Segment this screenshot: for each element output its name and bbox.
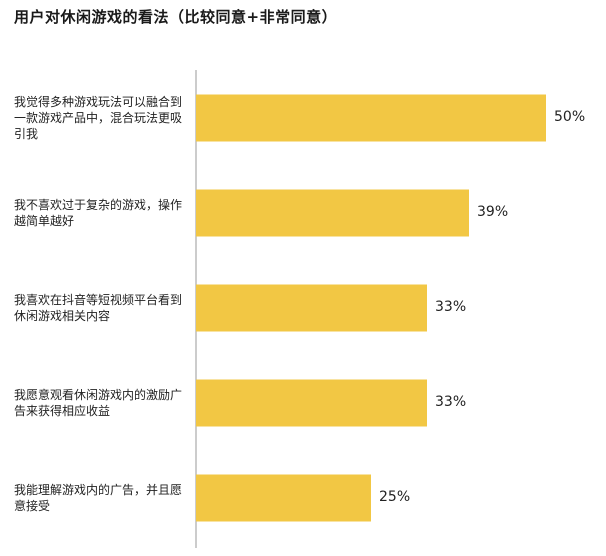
bar-3 (196, 284, 427, 332)
category-label-3: 我喜欢在抖音等短视频平台看到休闲游戏相关内容 (14, 293, 183, 323)
value-label-2: 39% (477, 204, 509, 220)
category-label-4: 我愿意观看休闲游戏内的激励广告来获得相应收益 (14, 388, 183, 418)
value-label-5: 25% (379, 489, 411, 505)
category-label-1: 我觉得多种游戏玩法可以融合到一款游戏产品中，混合玩法更吸引我 (14, 95, 183, 141)
bar-5 (196, 474, 371, 522)
category-label-2: 我不喜欢过于复杂的游戏，操作越简单越好 (14, 198, 183, 228)
bar-4 (196, 379, 427, 427)
bar-1 (196, 94, 546, 142)
value-label-3: 33% (435, 299, 467, 315)
value-label-4: 33% (435, 394, 467, 410)
chart-title: 用户对休闲游戏的看法（比较同意+非常同意） (14, 8, 338, 26)
value-label-1: 50% (554, 109, 586, 125)
category-label-5: 我能理解游戏内的广告，并且愿意接受 (14, 483, 183, 513)
bar-2 (196, 189, 469, 237)
